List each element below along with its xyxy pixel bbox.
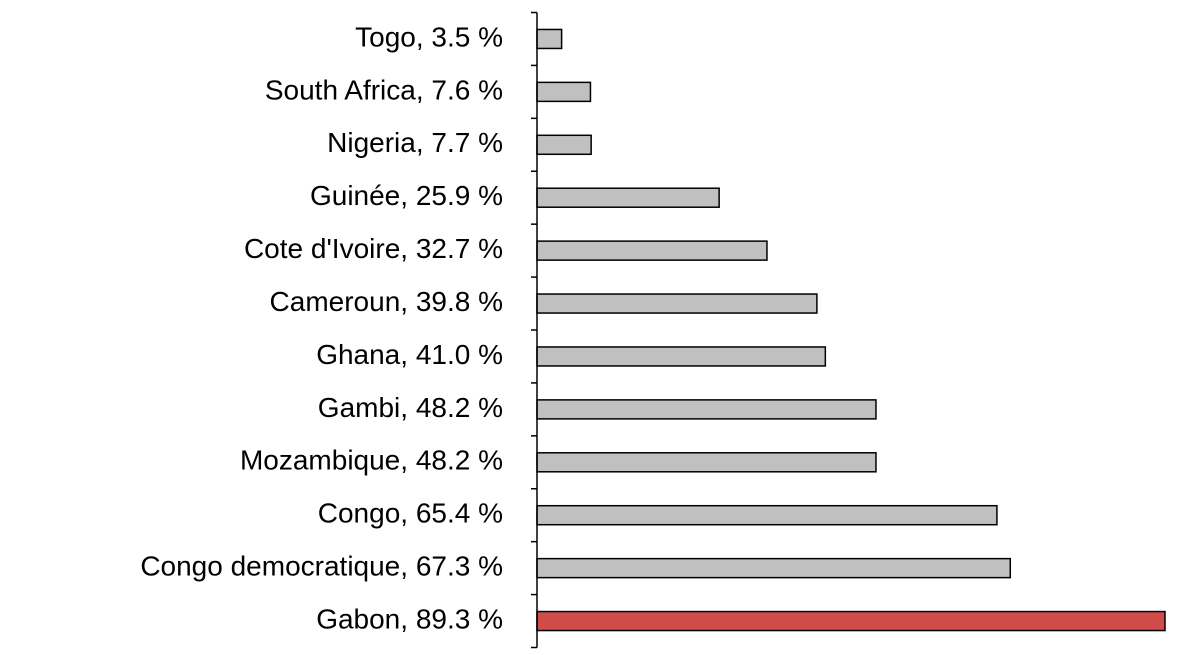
bar (536, 187, 720, 208)
bar (536, 81, 592, 103)
y-tick-label: Guinée, 25.9 % (310, 180, 503, 211)
y-tick-label: Congo, 65.4 % (318, 498, 503, 529)
bar (536, 134, 592, 156)
bar (536, 610, 1166, 632)
y-tick-label: Ghana, 41.0 % (316, 339, 503, 370)
y-tick-label: Togo, 3.5 % (355, 21, 503, 52)
y-tick-label: Congo democratique, 67.3 % (140, 551, 503, 582)
bar (536, 293, 818, 314)
y-tick-label: Gambi, 48.2 % (318, 392, 503, 423)
bar (536, 399, 877, 420)
bar (536, 28, 563, 50)
bar (536, 557, 1012, 579)
y-tick-label: Nigeria, 7.7 % (327, 127, 503, 158)
bar (536, 504, 998, 526)
y-tick-label: Cameroun, 39.8 % (270, 286, 503, 317)
y-tick-label: South Africa, 7.6 % (265, 74, 503, 105)
y-tick-label: Gabon, 89.3 % (316, 603, 503, 634)
bar (536, 346, 827, 367)
y-tick-label: Mozambique, 48.2 % (240, 445, 503, 476)
bar (536, 240, 768, 261)
y-tick-label: Cote d'Ivoire, 32.7 % (244, 233, 503, 264)
bar (536, 452, 877, 473)
